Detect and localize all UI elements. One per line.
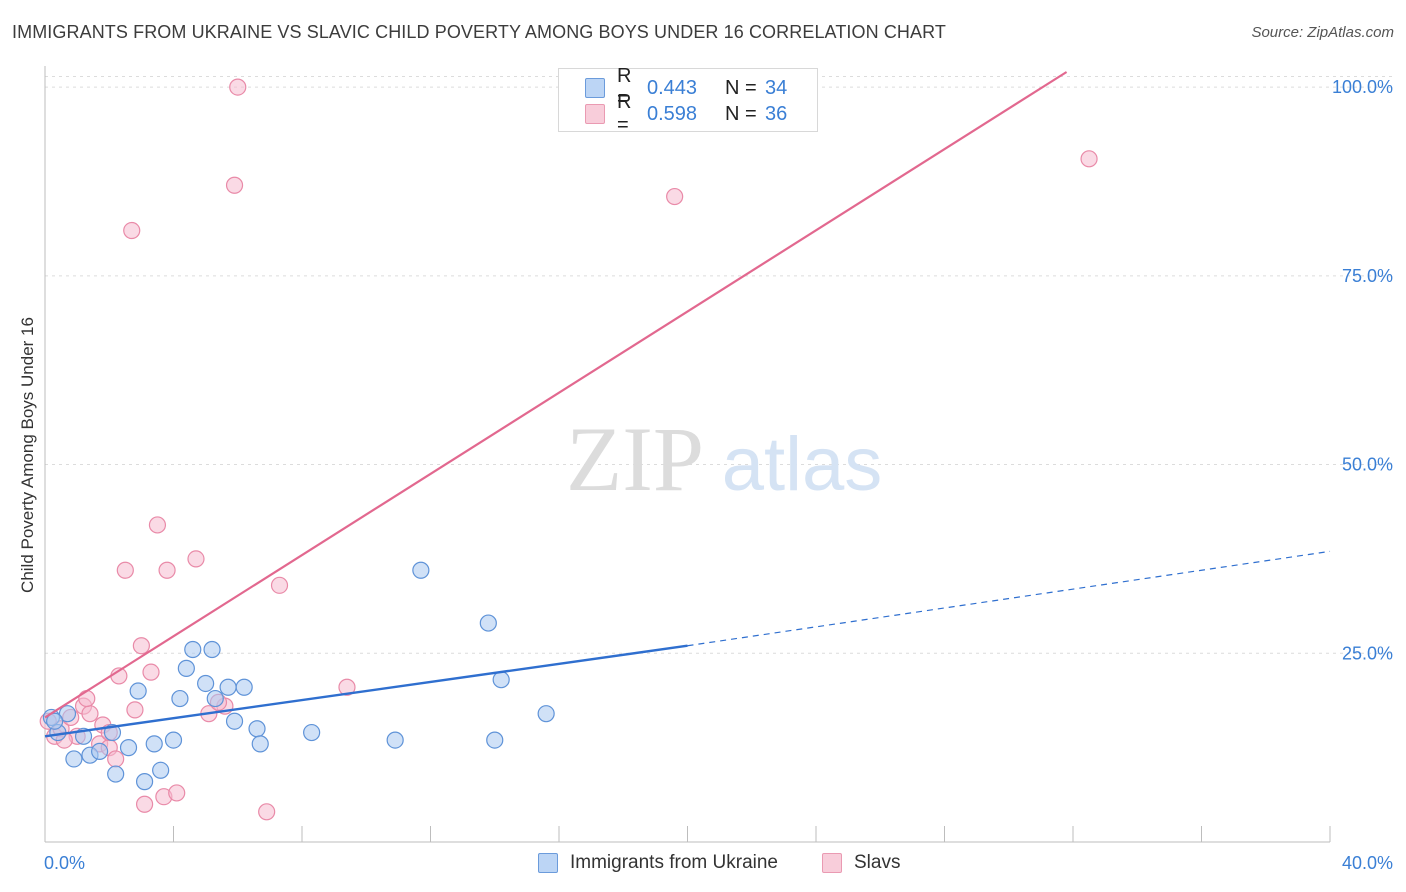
legend-n-value: 34 [765, 76, 788, 99]
ukraine-point [152, 761, 170, 779]
ukraine-point [412, 561, 430, 579]
slavs-point [126, 701, 144, 719]
legend-swatch-blue [585, 78, 605, 98]
trend-lines [44, 71, 1331, 738]
legend-n-label: N = [725, 76, 757, 99]
ukraine-point [197, 674, 215, 693]
slavs-point [1080, 150, 1098, 168]
chart-title: IMMIGRANTS FROM UKRAINE VS SLAVIC CHILD … [12, 22, 946, 42]
tick-labels: 25.0% 50.0% 75.0% 100.0% 0.0% 40.0% [44, 77, 1393, 873]
legend-r-value: 0.598 [647, 102, 698, 125]
ukraine-point [119, 739, 138, 757]
ukraine-point [235, 678, 253, 696]
slavs-point [81, 705, 99, 723]
legend-label-ukraine: Immigrants from Ukraine [570, 852, 778, 873]
slavs-point [116, 561, 134, 579]
slavs-point [78, 689, 96, 708]
ukraine-trend-line [44, 644, 688, 738]
ukraine-point [65, 750, 83, 768]
legend-row-ukraine: R = 0.443 N = 34 [585, 65, 788, 110]
slavs-trend-line [44, 71, 1068, 719]
ukraine-point [58, 705, 77, 723]
ukraine-point [203, 640, 221, 659]
axis-layer [44, 66, 1331, 843]
legend-row-slavs: R = 0.598 N = 36 [585, 91, 788, 136]
ukraine-point [135, 773, 154, 791]
ukraine-point [225, 712, 244, 730]
ukraine-point [251, 735, 269, 753]
legend-r-value: 0.443 [647, 76, 698, 99]
legend-swatch-pink [822, 853, 842, 873]
ukraine-point [107, 765, 125, 783]
ukraine-point [184, 640, 202, 659]
legend-n-value: 36 [765, 102, 788, 125]
ukraine-point [386, 731, 404, 749]
y-tick-label: 50.0% [1342, 455, 1393, 475]
ukraine-point [479, 614, 497, 632]
x-tick-label: 40.0% [1342, 853, 1393, 873]
legend-item-slavs[interactable]: Slavs [822, 852, 900, 874]
series-legend: Immigrants from Ukraine Slavs [0, 852, 1406, 878]
y-tick-label: 100.0% [1332, 77, 1393, 97]
legend-swatch-pink [585, 104, 605, 124]
y-tick-label: 25.0% [1342, 643, 1393, 663]
slavs-point [666, 187, 684, 206]
watermark-zip: ZIP [566, 408, 704, 510]
ukraine-point [91, 742, 109, 761]
legend-label-slavs: Slavs [854, 852, 901, 873]
grid-layer [45, 76, 1395, 654]
legend-item-ukraine[interactable]: Immigrants from Ukraine [538, 852, 778, 874]
ukraine-point [492, 671, 510, 689]
ukraine-point [171, 689, 189, 708]
slavs-point [123, 221, 141, 240]
watermark-atlas: atlas [722, 422, 883, 507]
ukraine-point [145, 735, 163, 753]
ukraine-point [206, 689, 224, 708]
ukraine-trend-extension [687, 550, 1331, 647]
legend-swatch-blue [538, 853, 558, 873]
ukraine-point [248, 720, 266, 738]
slavs-point [148, 516, 167, 534]
ukraine-point [537, 705, 555, 723]
slavs-point [225, 176, 244, 194]
legend-n-label: N = [725, 102, 757, 125]
slavs-point [168, 784, 186, 802]
slavs-point [229, 78, 247, 96]
slavs-point [158, 561, 176, 579]
ukraine-point [129, 682, 147, 700]
legend-r-label: R = [617, 91, 632, 136]
slavs-point [107, 750, 125, 768]
correlation-legend: R = 0.443 N = 34 R = 0.598 N = 36 [558, 65, 818, 136]
watermark: ZIP atlas [566, 408, 882, 510]
slavs-point [258, 803, 276, 821]
ukraine-point [164, 731, 183, 749]
ukraine-points [42, 561, 555, 791]
slavs-point [142, 663, 160, 681]
x-tick-label: 0.0% [44, 853, 85, 873]
ukraine-point [177, 659, 195, 677]
ukraine-point [486, 731, 504, 749]
slavs-point [338, 678, 356, 696]
slavs-point [135, 795, 154, 813]
ukraine-point [46, 712, 64, 730]
slavs-point [132, 637, 150, 655]
ukraine-point [219, 678, 237, 696]
legend-r-label: R = [617, 65, 632, 110]
slavs-point [187, 550, 205, 568]
slavs-point [270, 576, 289, 594]
ukraine-point [303, 723, 321, 742]
source-label: Source: ZipAtlas.com [1251, 24, 1394, 41]
y-tick-label: 75.0% [1342, 266, 1393, 286]
